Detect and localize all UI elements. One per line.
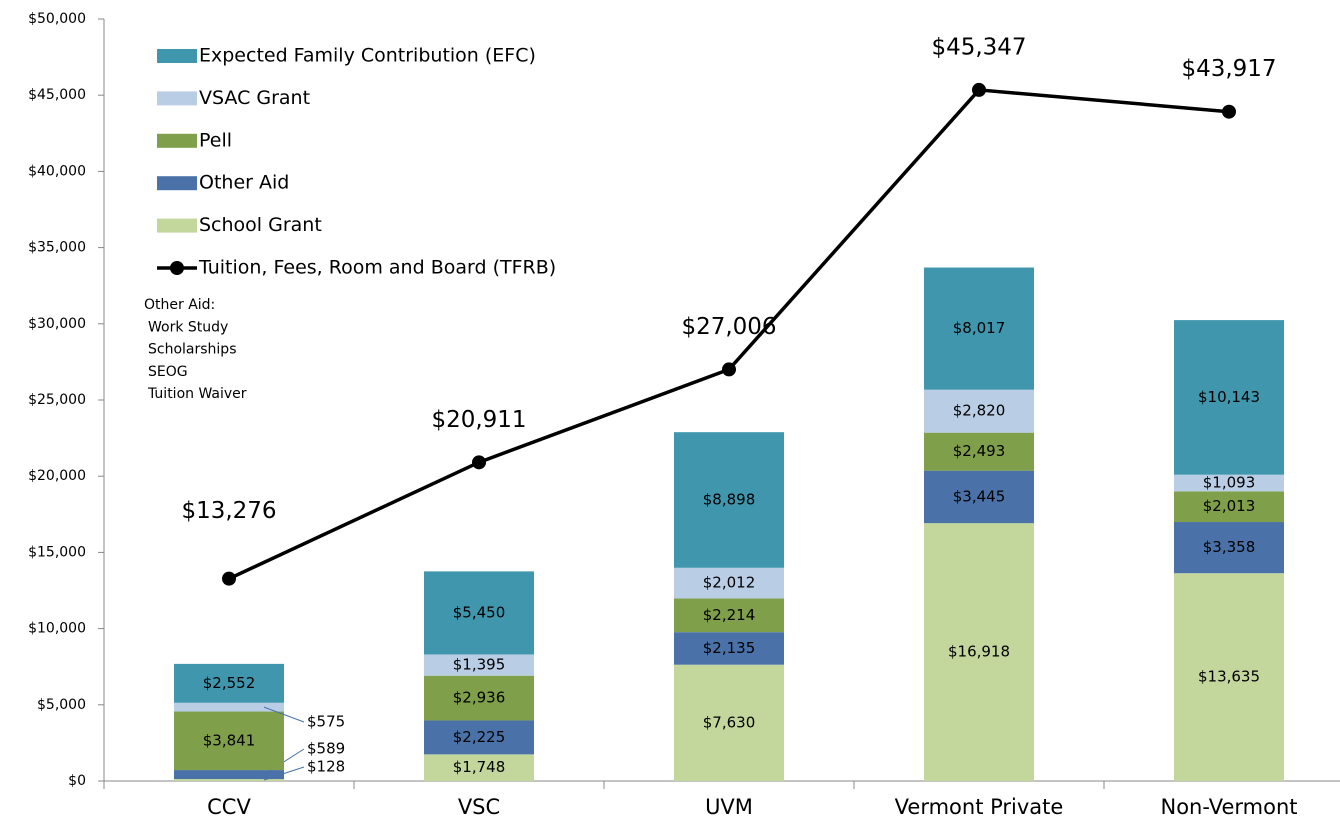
legend-label: VSAC Grant bbox=[199, 87, 310, 109]
annotation: Scholarships bbox=[148, 342, 236, 358]
bar-segment bbox=[924, 470, 1034, 524]
data-label: $2,493 bbox=[953, 442, 1006, 460]
bar-segment bbox=[424, 571, 534, 655]
bar-segment bbox=[924, 267, 1034, 390]
line-point bbox=[472, 455, 486, 470]
data-label: $2,135 bbox=[703, 639, 756, 657]
y-tick-label: $15,000 bbox=[28, 544, 86, 560]
line-label: $20,911 bbox=[431, 407, 526, 433]
data-label: $2,214 bbox=[703, 606, 756, 624]
data-label: $10,143 bbox=[1198, 388, 1260, 406]
data-label: $2,013 bbox=[1203, 497, 1256, 515]
bar-segment bbox=[174, 663, 284, 703]
bar-segment bbox=[924, 389, 1034, 433]
x-tick-label: Vermont Private bbox=[895, 795, 1064, 819]
data-label: $2,820 bbox=[953, 402, 1006, 420]
data-label: $2,225 bbox=[453, 728, 506, 746]
line-label: $45,347 bbox=[931, 34, 1026, 60]
annotation: Work Study bbox=[148, 319, 228, 335]
legend-swatch bbox=[157, 49, 197, 63]
data-label: $7,630 bbox=[703, 713, 756, 731]
data-label: $16,918 bbox=[948, 643, 1010, 661]
annotation: Tuition Waiver bbox=[147, 386, 247, 402]
y-tick-label: $0 bbox=[68, 773, 86, 789]
y-tick-label: $35,000 bbox=[28, 240, 86, 256]
data-label: $589 bbox=[307, 740, 345, 758]
data-label: $128 bbox=[307, 758, 345, 776]
legend-label: Pell bbox=[199, 129, 232, 151]
bar-segment bbox=[674, 432, 784, 568]
legend-swatch bbox=[157, 218, 197, 233]
annotation: Other Aid: bbox=[144, 297, 215, 313]
bar-segment bbox=[424, 654, 534, 676]
bar-segment bbox=[424, 720, 534, 755]
line-label: $27,006 bbox=[681, 314, 776, 340]
legend-label: Other Aid bbox=[199, 172, 289, 194]
legend-label: Expected Family Contribution (EFC) bbox=[199, 45, 536, 67]
data-label: $3,445 bbox=[953, 487, 1006, 505]
legend-marker bbox=[170, 261, 184, 275]
y-tick-label: $50,000 bbox=[28, 11, 86, 27]
data-label: $5,450 bbox=[453, 603, 506, 621]
bar-segment bbox=[1174, 522, 1284, 574]
x-tick-label: Non-Vermont bbox=[1161, 795, 1298, 819]
bar-segment bbox=[1174, 573, 1284, 781]
bar-segment bbox=[174, 711, 284, 771]
y-tick-label: $40,000 bbox=[28, 163, 86, 179]
bar-segment bbox=[674, 664, 784, 781]
data-label: $575 bbox=[307, 713, 345, 731]
bar-segment bbox=[924, 523, 1034, 781]
x-tick-label: UVM bbox=[705, 795, 753, 819]
data-label: $8,898 bbox=[703, 490, 756, 508]
legend-swatch bbox=[157, 91, 197, 106]
line-label: $13,276 bbox=[181, 498, 276, 524]
bar-segment bbox=[174, 702, 284, 712]
data-label: $1,395 bbox=[453, 656, 506, 674]
bar-segment bbox=[674, 567, 784, 599]
x-tick-label: CCV bbox=[207, 795, 251, 819]
y-tick-label: $20,000 bbox=[28, 468, 86, 484]
bar-segment bbox=[1174, 491, 1284, 523]
data-label: $1,748 bbox=[453, 758, 506, 776]
annotation: SEOG bbox=[148, 364, 188, 380]
data-label: $2,936 bbox=[453, 689, 506, 707]
bar-segment bbox=[1174, 320, 1284, 475]
bar-segment bbox=[674, 598, 784, 633]
line-point bbox=[222, 571, 236, 586]
bar-segment bbox=[924, 432, 1034, 471]
y-tick-label: $25,000 bbox=[28, 392, 86, 408]
line-label: $43,917 bbox=[1181, 56, 1276, 82]
bar-segment bbox=[174, 779, 284, 781]
y-tick-label: $10,000 bbox=[28, 621, 86, 637]
data-label: $8,017 bbox=[953, 319, 1006, 337]
data-label: $3,358 bbox=[1203, 538, 1256, 556]
legend-label: School Grant bbox=[199, 214, 322, 236]
bar-segment bbox=[674, 632, 784, 665]
line-point bbox=[1222, 104, 1236, 119]
bar-segment bbox=[1174, 474, 1284, 492]
data-label: $2,012 bbox=[703, 574, 756, 592]
data-label: $2,552 bbox=[203, 674, 256, 692]
bar-segment bbox=[424, 754, 534, 781]
legend-swatch bbox=[157, 133, 197, 148]
line-point bbox=[972, 82, 986, 97]
data-label: $3,841 bbox=[203, 731, 256, 749]
x-tick-label: VSC bbox=[458, 795, 500, 819]
legend-label: Tuition, Fees, Room and Board (TFRB) bbox=[198, 257, 556, 279]
bar-segment bbox=[424, 675, 534, 721]
legend-swatch bbox=[157, 176, 197, 191]
line-point bbox=[722, 362, 736, 377]
data-label: $1,093 bbox=[1203, 474, 1256, 492]
data-label: $13,635 bbox=[1198, 668, 1260, 686]
y-tick-label: $45,000 bbox=[28, 87, 86, 103]
y-tick-label: $30,000 bbox=[28, 316, 86, 332]
leader-line bbox=[263, 706, 305, 723]
y-tick-label: $5,000 bbox=[37, 697, 86, 713]
bar-segment bbox=[174, 770, 284, 780]
